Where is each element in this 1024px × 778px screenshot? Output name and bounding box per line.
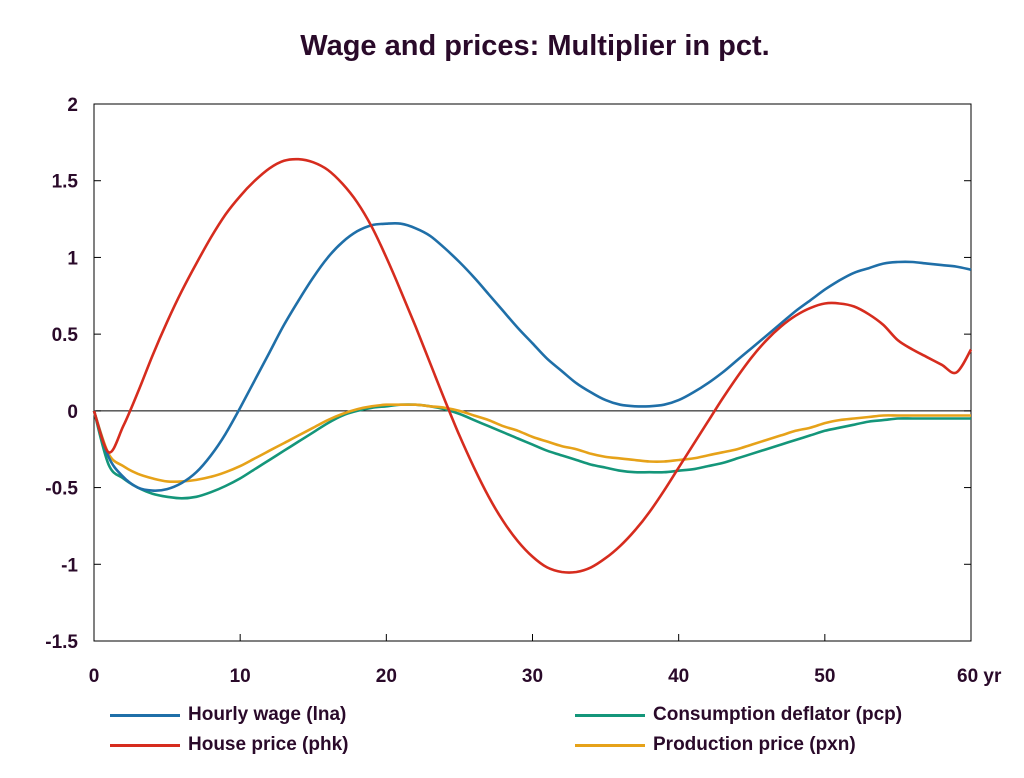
y-tick-label: 0 bbox=[67, 402, 78, 423]
legend-item: Consumption deflator (pcp) bbox=[575, 704, 902, 726]
series-line-3 bbox=[92, 403, 972, 483]
tick-labels: 2 1.5 1 0.5 0 -0.5 -1 -1.5 0 10 20 30 40 50 60 yr bbox=[45, 95, 1002, 687]
series-lines bbox=[92, 157, 973, 574]
legend-item: Hourly wage (lna) bbox=[110, 704, 346, 726]
series-line-1 bbox=[92, 157, 973, 574]
y-tick-label: -1 bbox=[61, 555, 78, 576]
line-chart: 2 1.5 1 0.5 0 -0.5 -1 -1.5 0 10 20 30 40 50 60 yr bbox=[45, 95, 1002, 687]
plot-frame bbox=[93, 103, 972, 642]
y-tick-label: 2 bbox=[67, 95, 78, 116]
legend: Hourly wage (lna) House price (phk) Consum… bbox=[0, 700, 1024, 770]
legend-item: Production price (pxn) bbox=[575, 734, 856, 756]
legend-swatch bbox=[575, 743, 645, 747]
y-tick-label: 1 bbox=[67, 248, 78, 269]
x-tick-label: 50 bbox=[814, 666, 835, 687]
x-tick-label: 40 bbox=[668, 666, 689, 687]
x-tick-label: 30 bbox=[522, 666, 543, 687]
legend-label: Production price (pxn) bbox=[653, 734, 856, 755]
legend-item: House price (phk) bbox=[110, 734, 348, 756]
legend-label: House price (phk) bbox=[188, 734, 349, 755]
legend-swatch bbox=[110, 743, 180, 747]
y-tick-label: -0.5 bbox=[45, 479, 78, 500]
legend-swatch bbox=[110, 713, 180, 717]
x-tick-label: 20 bbox=[376, 666, 397, 687]
y-tick-label: 0.5 bbox=[52, 325, 79, 346]
legend-swatch bbox=[575, 713, 645, 717]
series-line-0 bbox=[92, 221, 972, 492]
x-tick-label: 0 bbox=[89, 666, 100, 687]
chart-title: Wage and prices: Multiplier in pct. bbox=[300, 30, 770, 62]
series-line-2 bbox=[92, 403, 971, 500]
y-tick-label: 1.5 bbox=[52, 172, 79, 193]
x-tick-label: 60 yr bbox=[957, 666, 1002, 687]
y-tick-label: -1.5 bbox=[45, 632, 78, 653]
x-tick-label: 10 bbox=[230, 666, 251, 687]
legend-label: Consumption deflator (pcp) bbox=[653, 704, 903, 725]
axes bbox=[93, 103, 972, 642]
legend-label: Hourly wage (lna) bbox=[188, 704, 347, 725]
